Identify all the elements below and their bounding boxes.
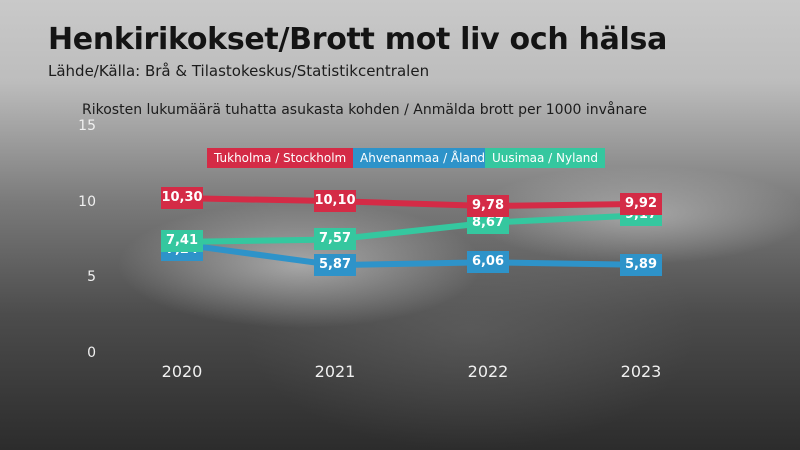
y-axis-label: Rikosten lukumäärä tuhatta asukasta kohd… <box>82 102 647 118</box>
chart-title: Henkirikokset/Brott mot liv och hälsa <box>48 22 668 57</box>
data-label-aland: 6,06 <box>467 251 509 274</box>
data-label-stockholm: 10,10 <box>314 190 356 213</box>
y-tick-label: 0 <box>87 345 96 361</box>
data-label-aland: 5,89 <box>620 253 662 276</box>
data-label-stockholm: 9,92 <box>620 192 662 215</box>
data-label-aland: 5,87 <box>314 254 356 277</box>
x-tick-label: 2021 <box>314 362 356 381</box>
data-label-nyland: 8,67 <box>467 211 509 234</box>
series-aland-line <box>179 241 644 269</box>
data-label-stockholm: 9,78 <box>467 194 509 217</box>
data-label-nyland: 7,57 <box>314 228 356 251</box>
series-stockholm-line <box>179 195 644 209</box>
lines-layer <box>179 195 644 269</box>
legend-item-stockholm: Tukholma / Stockholm <box>207 148 354 168</box>
chart-subtitle: Lähde/Källa: Brå & Tilastokeskus/Statist… <box>48 62 430 80</box>
x-tick-label: 2022 <box>467 362 509 381</box>
data-label-nyland: 7,41 <box>161 229 203 252</box>
data-label-stockholm: 10,30 <box>161 187 203 210</box>
y-tick-label: 15 <box>78 118 96 134</box>
y-tick-label: 5 <box>87 269 96 286</box>
y-tick-label: 10 <box>78 193 96 210</box>
legend-item-nyland: Uusimaa / Nyland <box>485 148 606 168</box>
series-nyland-line <box>179 212 644 245</box>
x-tick-label: 2023 <box>620 362 662 381</box>
x-tick-label: 2020 <box>161 362 203 381</box>
legend-item-aland: Ahvenanmaa / Åland <box>353 148 493 168</box>
